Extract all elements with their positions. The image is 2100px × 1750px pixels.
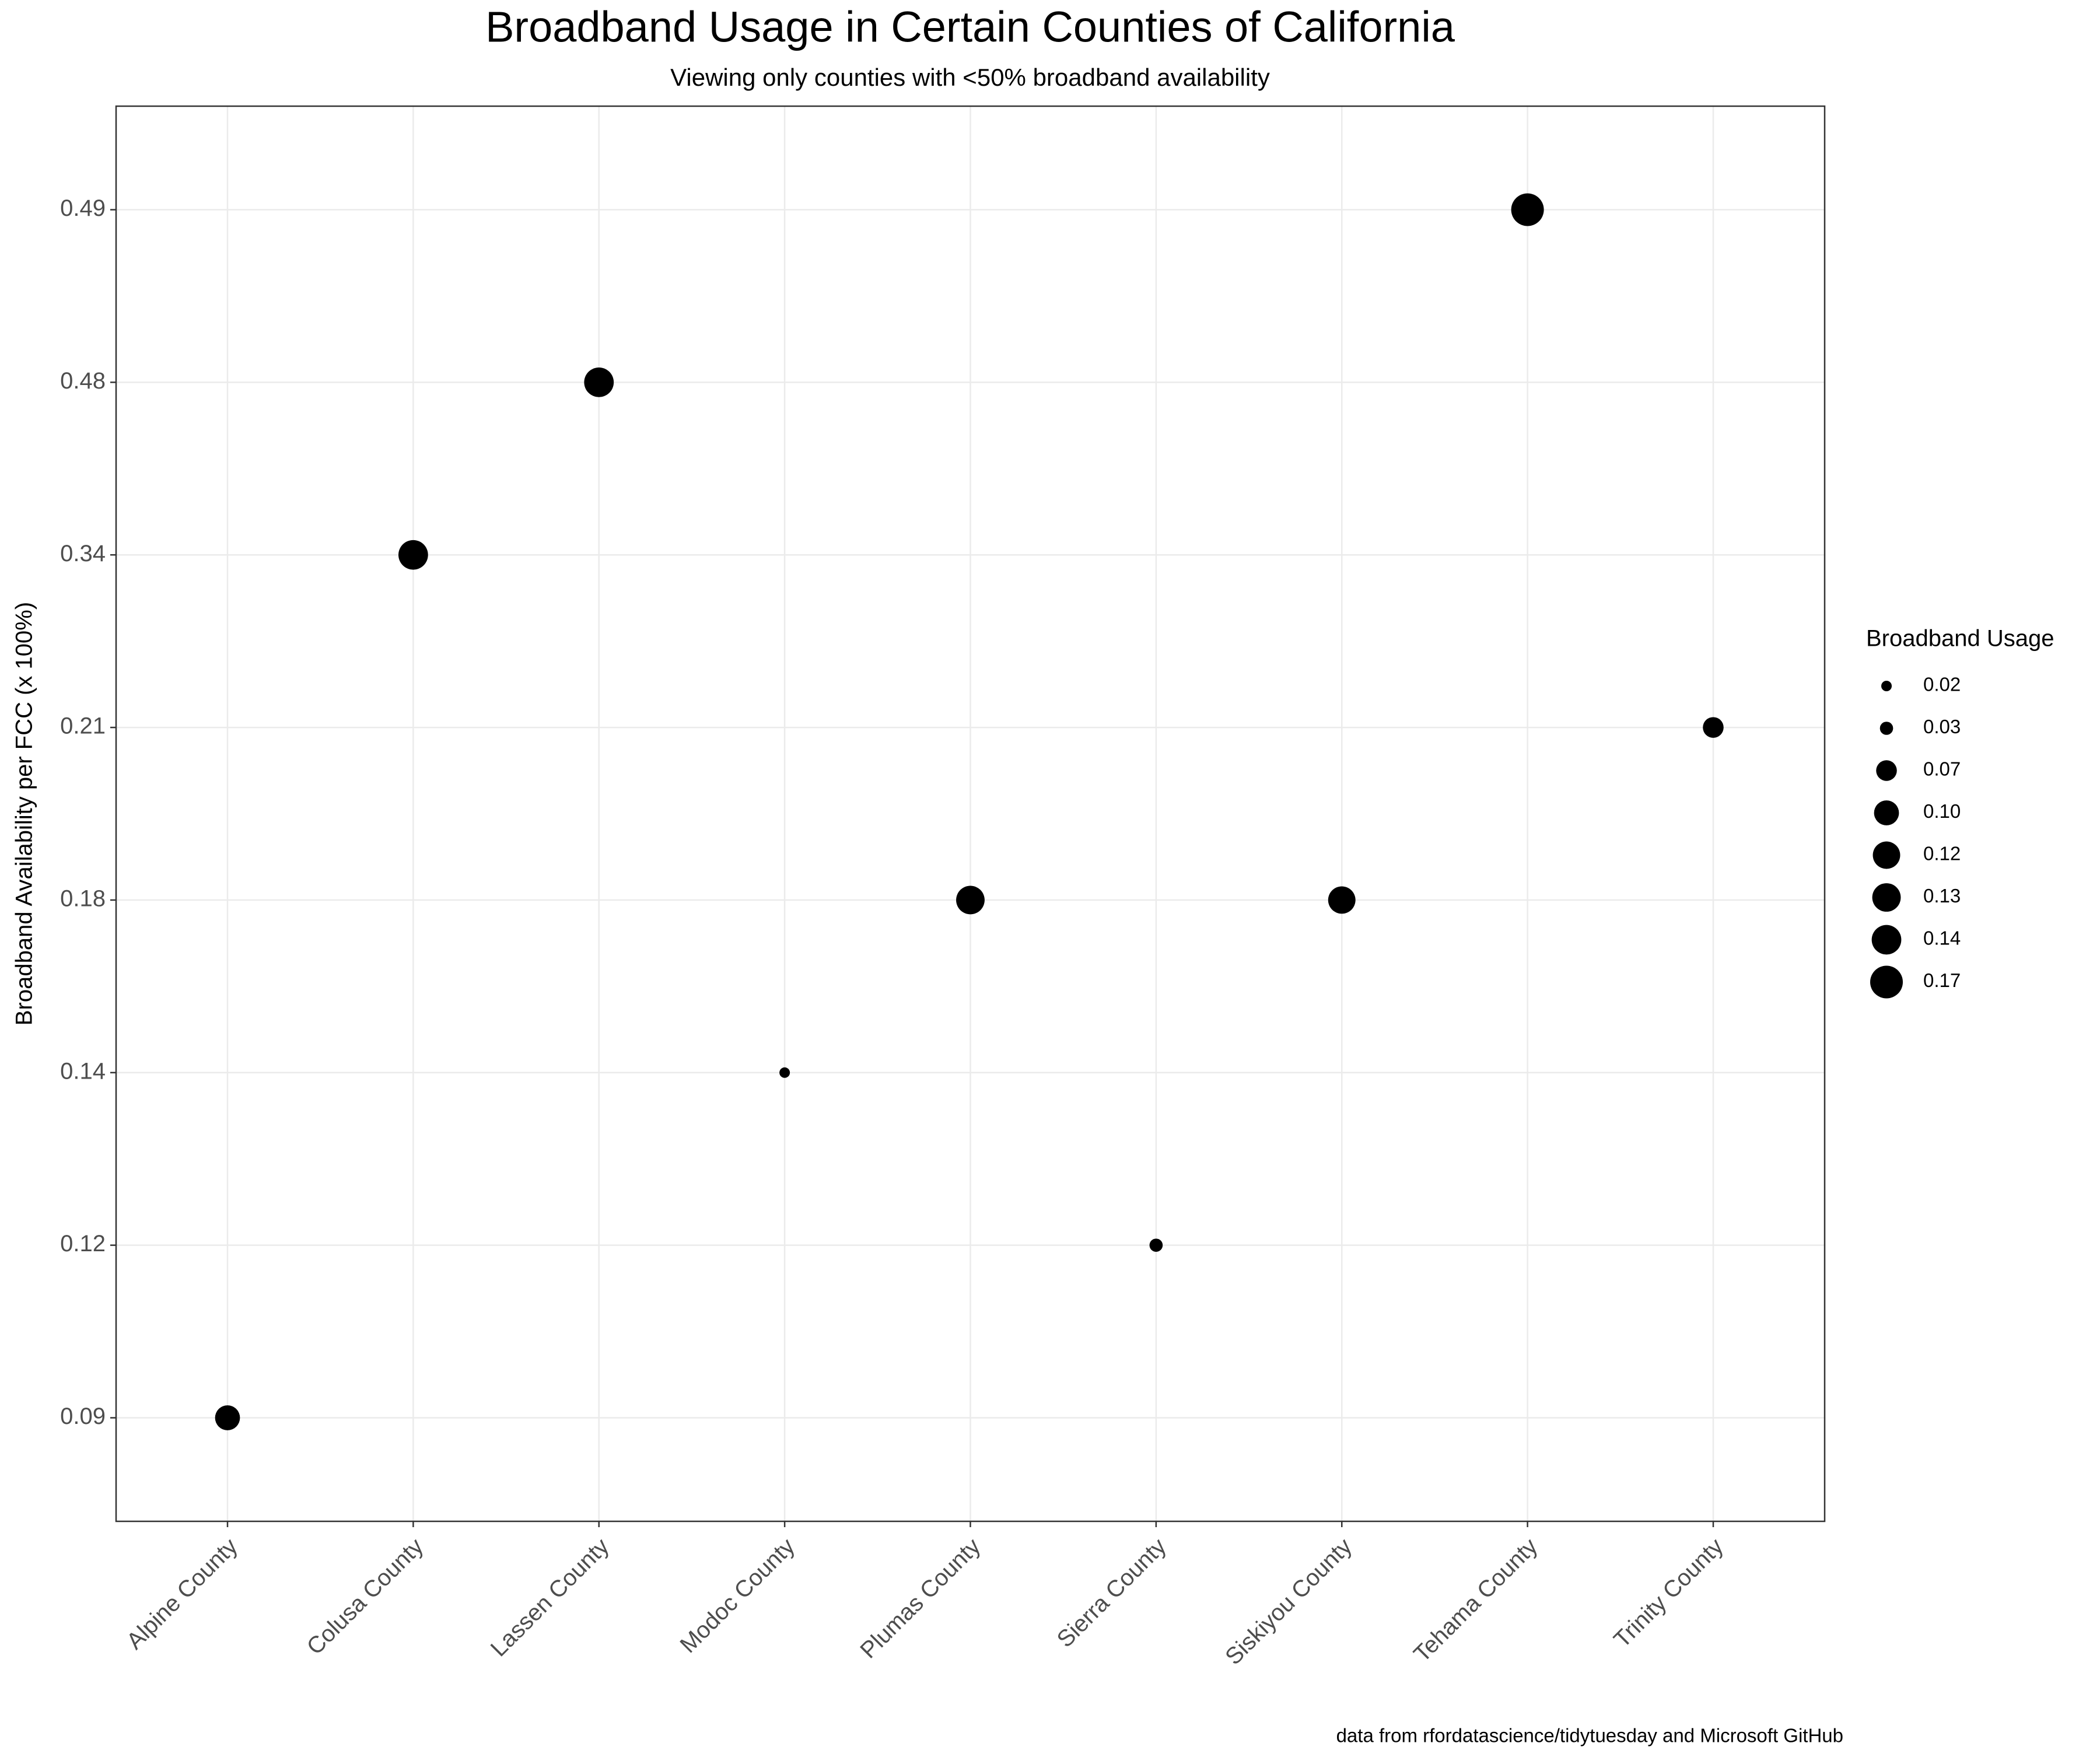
legend-label: 0.17 (1923, 970, 1961, 991)
point (1703, 717, 1724, 738)
legend-label: 0.12 (1923, 843, 1961, 864)
y-tick-label: 0.18 (60, 886, 106, 911)
point (956, 886, 985, 915)
panel-border (115, 105, 1826, 1522)
point (584, 368, 614, 397)
legend-key (1874, 800, 1899, 825)
point (1149, 1238, 1163, 1252)
y-tick-label: 0.12 (60, 1231, 106, 1256)
legend-label: 0.14 (1923, 928, 1961, 949)
point (1511, 193, 1544, 226)
y-tick-label: 0.09 (60, 1404, 106, 1429)
legend-key (1871, 925, 1902, 955)
chart-subtitle: Viewing only counties with <50% broadban… (670, 64, 1270, 91)
point (1328, 886, 1356, 914)
y-tick-label: 0.49 (60, 195, 106, 221)
legend-key (1870, 965, 1903, 999)
legend-label: 0.03 (1923, 716, 1961, 737)
point (779, 1067, 790, 1078)
legend-label: 0.10 (1923, 800, 1961, 822)
y-axis-label: Broadband Availability per FCC (x 100%) (12, 602, 37, 1026)
legend-label: 0.13 (1923, 885, 1961, 907)
y-tick-label: 0.34 (60, 541, 106, 566)
legend-key (1881, 681, 1892, 691)
legend-key (1880, 722, 1894, 735)
y-tick-label: 0.14 (60, 1058, 106, 1084)
y-tick-label: 0.48 (60, 368, 106, 394)
legend-title: Broadband Usage (1866, 626, 2054, 652)
caption: data from rfordatascience/tidytuesday an… (1336, 1725, 1843, 1746)
legend-label: 0.07 (1923, 758, 1961, 780)
legend-key (1873, 841, 1901, 869)
chart-title: Broadband Usage in Certain Counties of C… (485, 3, 1455, 51)
point (398, 540, 428, 570)
legend-key (1872, 883, 1901, 912)
legend-label: 0.02 (1923, 674, 1961, 695)
point (215, 1405, 240, 1430)
y-tick-label: 0.21 (60, 713, 106, 739)
legend-key (1876, 760, 1897, 781)
